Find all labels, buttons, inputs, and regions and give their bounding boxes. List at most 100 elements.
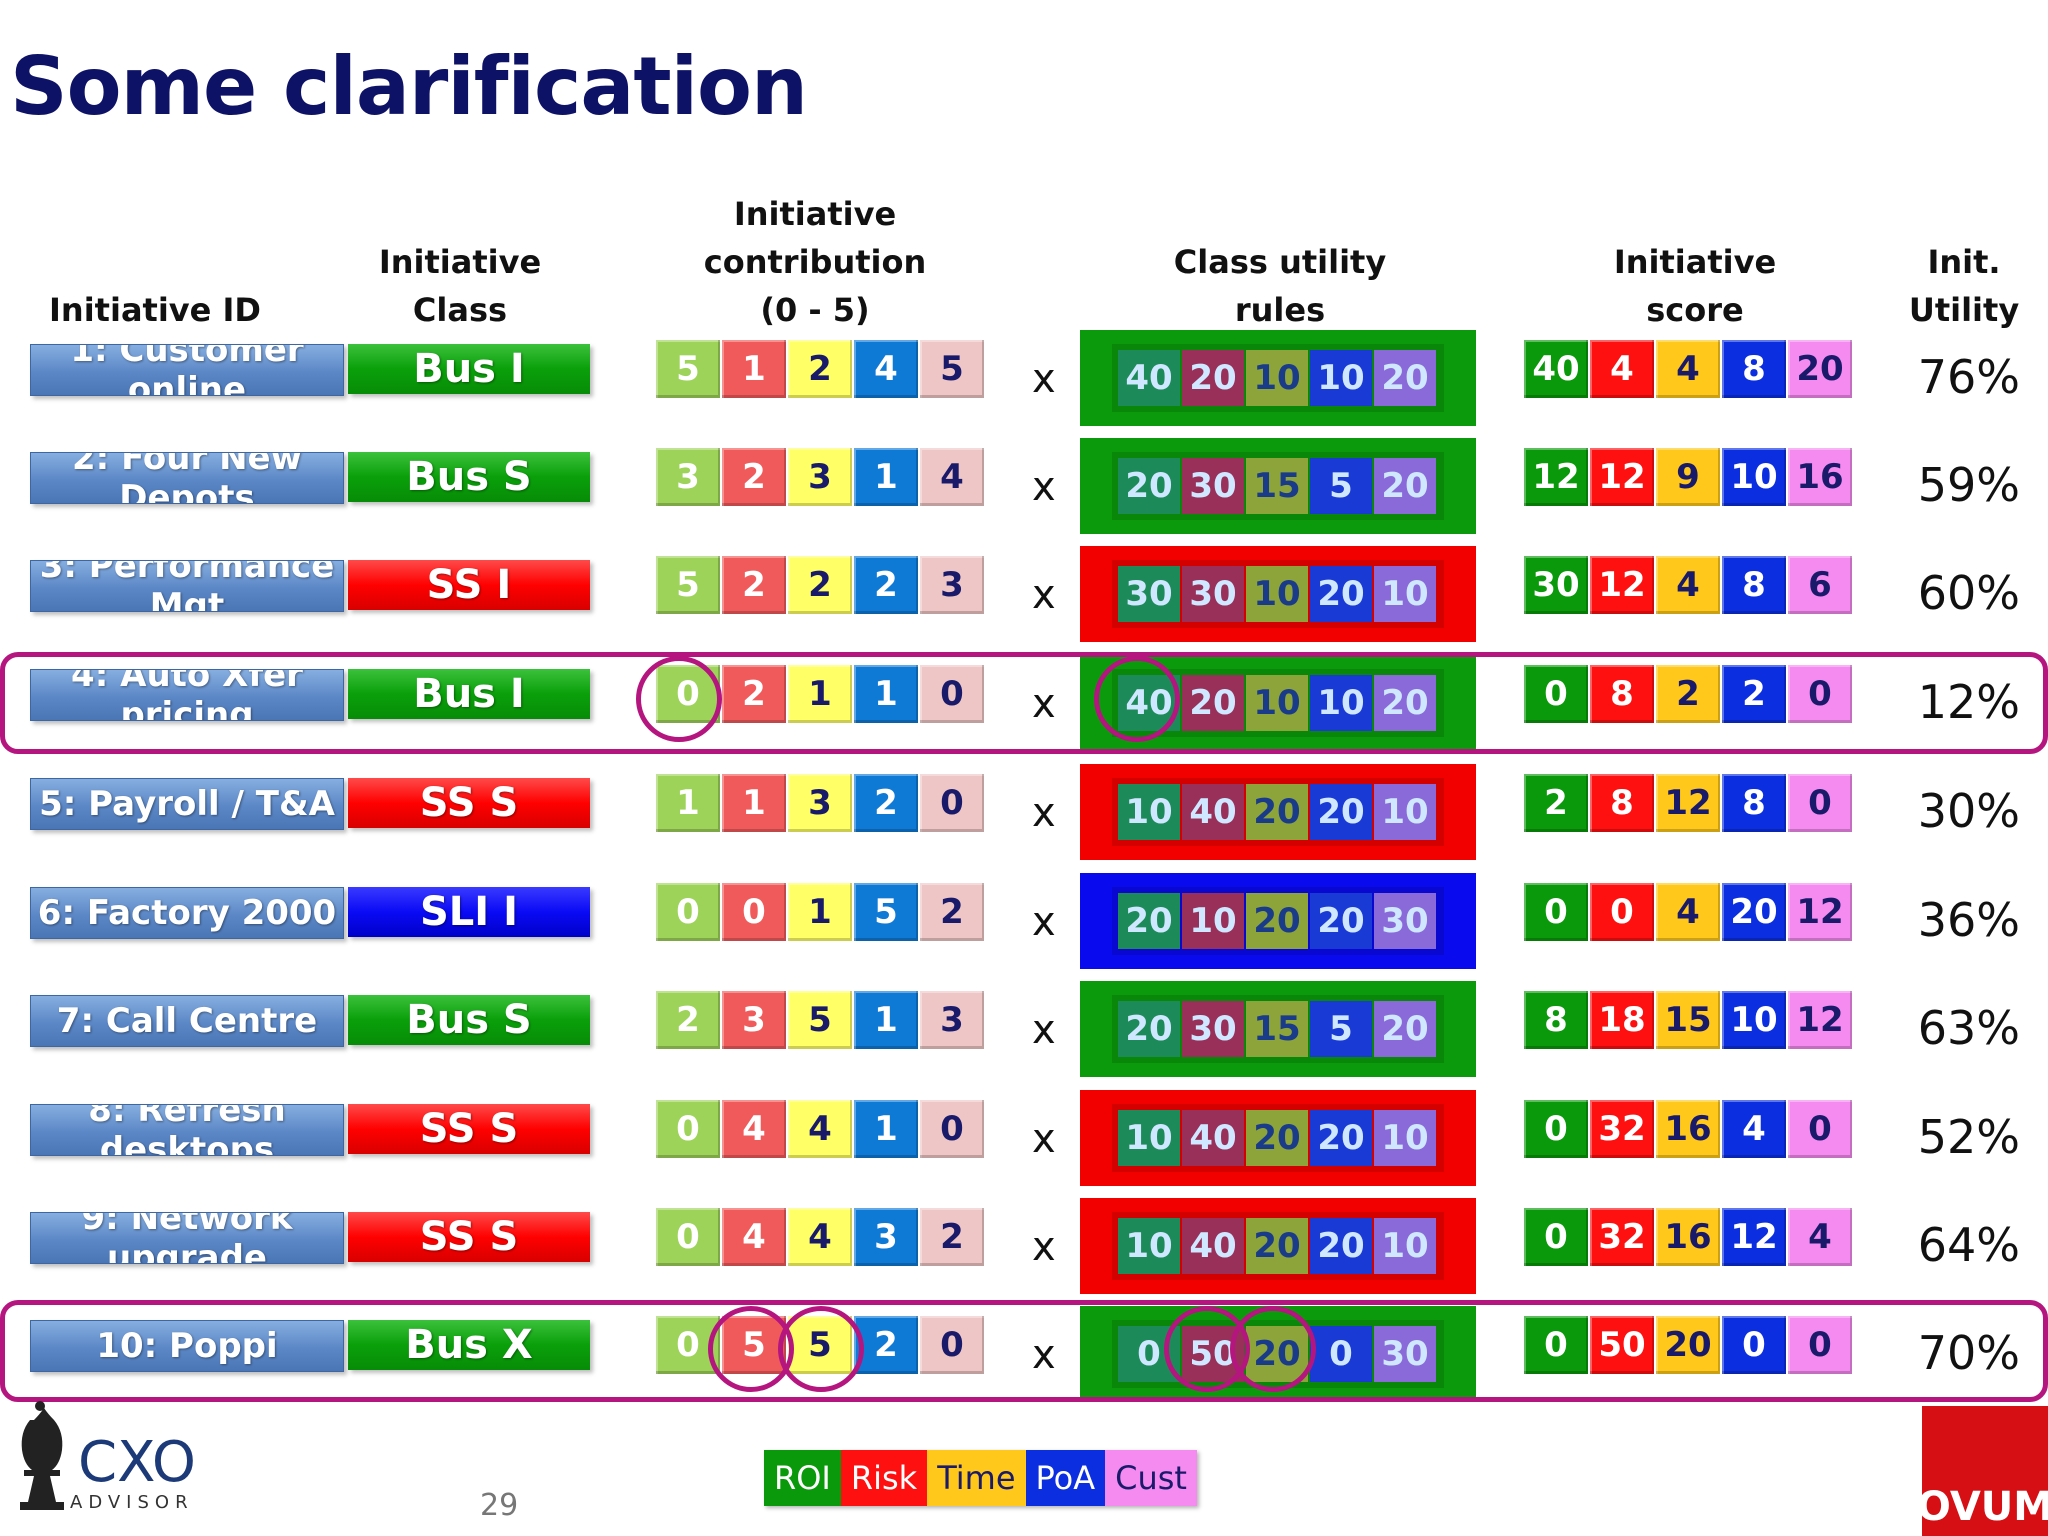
class-rules-box: 30 30 10 20 10 (1080, 546, 1476, 642)
score-time: 16 (1656, 1100, 1720, 1158)
rule-roi: 20 (1118, 893, 1180, 949)
header-utility: Init. Utility (1908, 243, 2020, 329)
initiative-id-cell: 1: Customer online (30, 344, 344, 396)
class-rules-box: 20 10 20 20 30 (1080, 873, 1476, 969)
score-poa: 2 (1722, 665, 1786, 723)
multiply-sign: x (1032, 1007, 1056, 1053)
init-utility: 70% (1917, 1326, 2020, 1380)
rule-risk: 30 (1182, 566, 1244, 622)
legend-item-poa: PoA (1025, 1450, 1106, 1506)
contribution-poa: 1 (854, 991, 918, 1049)
contribution-risk: 0 (722, 883, 786, 941)
score-poa: 8 (1722, 340, 1786, 398)
initiative-class: Bus X (348, 1320, 590, 1370)
header-initiative-id: Initiative ID (49, 291, 261, 329)
score-time: 20 (1656, 1316, 1720, 1374)
init-utility: 52% (1917, 1110, 2020, 1164)
score-roi: 0 (1524, 1208, 1588, 1266)
score-roi: 0 (1524, 1316, 1588, 1374)
rule-risk: 30 (1182, 1001, 1244, 1057)
rule-poa: 5 (1310, 1001, 1372, 1057)
initiative-class: SS S (348, 1212, 590, 1262)
contribution-cust: 0 (920, 1316, 984, 1374)
class-rules-cells: 10 40 20 20 10 (1112, 1104, 1444, 1172)
contribution-poa: 1 (854, 665, 918, 723)
initiative-class: Bus S (348, 995, 590, 1045)
initiative-id-cell: 4: Auto Xfer pricing (30, 669, 344, 721)
table-row: 3: Performance Mgt SS I 5 2 2 2 3 x 30 30 10 20 10 30… (0, 546, 2048, 642)
contribution-roi: 3 (656, 448, 720, 506)
contribution-time: 4 (788, 1208, 852, 1266)
rule-risk: 30 (1182, 458, 1244, 514)
rule-cust: 20 (1374, 1001, 1436, 1057)
class-rules-cells: 10 40 20 20 10 (1112, 1212, 1444, 1280)
contribution-risk: 2 (722, 556, 786, 614)
contribution-risk: 1 (722, 340, 786, 398)
score-risk: 12 (1590, 448, 1654, 506)
highlight-circle-row4-roi-contrib (636, 656, 722, 742)
score-risk: 0 (1590, 883, 1654, 941)
score-roi: 0 (1524, 883, 1588, 941)
cxo-advisor-logo: CXO ADVISOR (0, 1400, 220, 1530)
rule-time: 10 (1246, 566, 1308, 622)
score-cells: 0 32 16 4 0 (1524, 1100, 1854, 1158)
score-risk: 8 (1590, 774, 1654, 832)
rule-cust: 20 (1374, 350, 1436, 406)
score-time: 16 (1656, 1208, 1720, 1266)
score-cells: 0 50 20 0 0 (1524, 1316, 1854, 1374)
class-rules-cells: 10 40 20 20 10 (1112, 778, 1444, 846)
multiply-sign: x (1032, 681, 1056, 727)
rule-cust: 10 (1374, 566, 1436, 622)
header-score: Initiative score (1613, 243, 1777, 329)
legend-item-risk: Risk (840, 1450, 928, 1506)
contribution-risk: 2 (722, 448, 786, 506)
multiply-sign: x (1032, 899, 1056, 945)
highlight-row-4 (0, 652, 2048, 754)
rule-poa: 20 (1310, 1218, 1372, 1274)
score-risk: 4 (1590, 340, 1654, 398)
init-utility: 63% (1917, 1001, 2020, 1055)
score-poa: 8 (1722, 556, 1786, 614)
rule-time: 20 (1246, 1218, 1308, 1274)
init-utility: 12% (1917, 675, 2020, 729)
contribution-roi: 2 (656, 991, 720, 1049)
class-rules-cells: 20 30 15 5 20 (1112, 995, 1444, 1063)
score-cust: 20 (1788, 340, 1852, 398)
rule-time: 10 (1246, 350, 1308, 406)
rule-poa: 5 (1310, 458, 1372, 514)
rule-cust: 10 (1374, 1110, 1436, 1166)
ovum-logo: OVUM (1917, 1406, 2048, 1536)
score-cust: 12 (1788, 991, 1852, 1049)
score-cells: 2 8 12 8 0 (1524, 774, 1854, 832)
cxo-logo-text: CXO (78, 1430, 196, 1495)
rule-poa: 20 (1310, 893, 1372, 949)
multiply-sign: x (1032, 1116, 1056, 1162)
contribution-poa: 2 (854, 556, 918, 614)
rule-poa: 20 (1310, 566, 1372, 622)
score-roi: 30 (1524, 556, 1588, 614)
initiative-class: Bus I (348, 344, 590, 394)
contribution-risk: 1 (722, 774, 786, 832)
initiative-id: 4: Auto Xfer pricing (71, 669, 303, 721)
rule-roi: 10 (1118, 784, 1180, 840)
table-row: 8: Refresh desktops SS S 0 4 4 1 0 x 10 40 20 20 10 0… (0, 1090, 2048, 1186)
contribution-poa: 2 (854, 1316, 918, 1374)
score-cells: 12 12 9 10 16 (1524, 448, 1854, 506)
score-poa: 4 (1722, 1100, 1786, 1158)
contribution-time: 2 (788, 340, 852, 398)
multiply-sign: x (1032, 1224, 1056, 1270)
initiative-id-cell: 8: Refresh desktops (30, 1104, 344, 1156)
score-cust: 0 (1788, 1316, 1852, 1374)
class-rules-cells: 40 20 10 10 20 (1112, 344, 1444, 412)
table-row: 1: Customer online Bus I 5 1 2 4 5 x 40 20 10 10 20 4… (0, 330, 2048, 426)
contribution-cust: 4 (920, 448, 984, 506)
contribution-cust: 3 (920, 556, 984, 614)
rule-cust: 10 (1374, 784, 1436, 840)
score-roi: 0 (1524, 665, 1588, 723)
table-row: 7: Call Centre Bus S 2 3 5 1 3 x 20 30 15 5 20 8 18 15 1… (0, 981, 2048, 1077)
init-utility: 64% (1917, 1218, 2020, 1272)
